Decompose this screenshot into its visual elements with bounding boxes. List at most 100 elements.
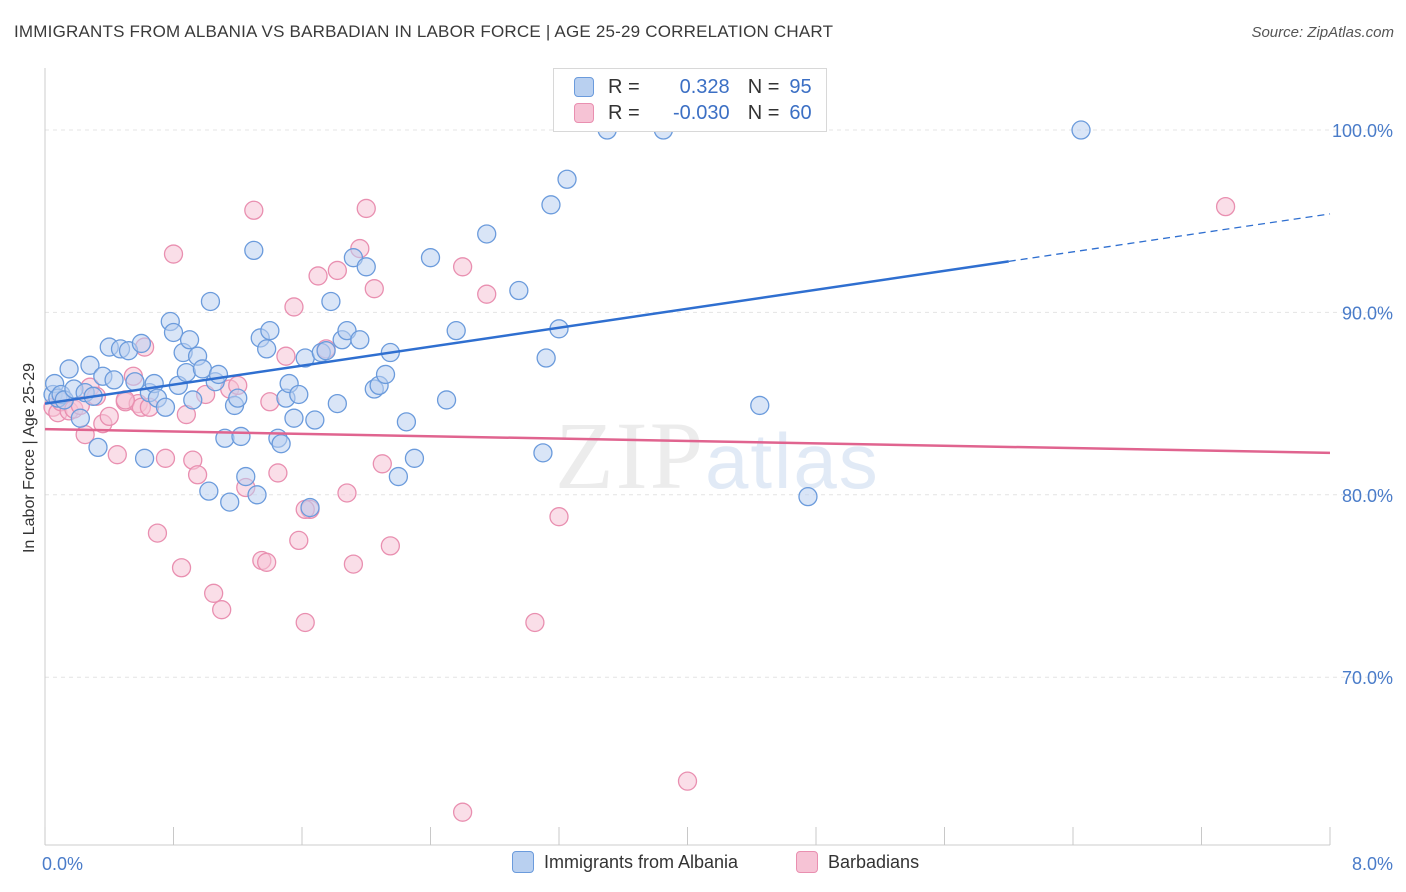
bottom-legend: Immigrants from Albania Barbadians bbox=[0, 851, 1406, 879]
chart-title: IMMIGRANTS FROM ALBANIA VS BARBADIAN IN … bbox=[14, 22, 834, 41]
legend-item-albania[interactable]: Immigrants from Albania bbox=[512, 851, 738, 873]
data-point bbox=[1071, 120, 1091, 140]
data-point bbox=[236, 466, 256, 487]
n-label: N = bbox=[747, 101, 780, 124]
albania-swatch bbox=[574, 77, 594, 97]
barbadians-swatch bbox=[574, 103, 594, 123]
data-point bbox=[257, 552, 277, 572]
barbadians-trend-line bbox=[44, 427, 1331, 455]
data-point bbox=[364, 279, 384, 299]
data-point bbox=[677, 771, 698, 791]
y-tick-label: 90.0% bbox=[1342, 303, 1393, 323]
data-point bbox=[220, 492, 240, 512]
r-label: R = bbox=[608, 101, 640, 124]
data-point bbox=[260, 320, 280, 341]
data-point bbox=[260, 392, 280, 412]
axes bbox=[44, 68, 1331, 846]
data-point bbox=[327, 260, 347, 281]
data-point bbox=[276, 346, 296, 366]
data-point bbox=[321, 291, 341, 312]
data-point bbox=[163, 322, 184, 343]
data-point bbox=[337, 483, 357, 503]
y-tick-label: 100.0% bbox=[1332, 121, 1393, 141]
data-point bbox=[257, 339, 277, 359]
data-point bbox=[200, 291, 221, 312]
data-point bbox=[163, 244, 184, 264]
data-point bbox=[436, 390, 457, 410]
data-point bbox=[380, 536, 400, 556]
legend-label-albania: Immigrants from Albania bbox=[544, 851, 739, 872]
data-point bbox=[549, 507, 569, 527]
r-value-albania: 0.328 bbox=[679, 75, 730, 98]
n-value-albania: 95 bbox=[789, 75, 812, 98]
watermark-zip: ZIP bbox=[555, 402, 705, 509]
legend-item-barbadians[interactable]: Barbadians bbox=[796, 851, 919, 873]
data-point bbox=[316, 341, 336, 361]
n-value-barbadians: 60 bbox=[789, 101, 812, 124]
data-point bbox=[131, 333, 152, 354]
data-point bbox=[404, 448, 425, 468]
data-point bbox=[204, 583, 224, 603]
data-point bbox=[208, 364, 229, 385]
legend-row-albania: R = 0.328 N = 95 bbox=[574, 74, 812, 100]
barbadians-points bbox=[43, 196, 1236, 822]
x-tick-label: 0.0% bbox=[42, 854, 83, 874]
data-point bbox=[372, 454, 392, 474]
data-point bbox=[396, 412, 417, 432]
data-point bbox=[305, 410, 325, 430]
albania-swatch bbox=[512, 851, 534, 873]
data-point bbox=[343, 554, 364, 574]
data-point bbox=[289, 530, 309, 551]
data-point bbox=[183, 390, 203, 410]
data-point bbox=[536, 348, 556, 368]
tick-labels: 70.0% 80.0% 90.0% 100.0% 0.0% 8.0% bbox=[42, 121, 1393, 874]
data-point bbox=[350, 330, 370, 350]
data-point bbox=[88, 437, 108, 458]
y-axis-label: In Labor Force | Age 25-29 bbox=[21, 363, 38, 553]
data-point bbox=[134, 448, 155, 468]
data-point bbox=[212, 600, 232, 620]
data-point bbox=[533, 443, 553, 463]
data-point bbox=[289, 384, 309, 405]
data-point bbox=[420, 248, 441, 268]
data-point bbox=[147, 523, 168, 543]
data-point bbox=[1215, 196, 1236, 217]
data-point bbox=[356, 198, 376, 219]
data-point bbox=[247, 485, 267, 505]
data-point bbox=[452, 257, 473, 277]
data-point bbox=[155, 397, 176, 417]
data-point bbox=[295, 612, 315, 633]
data-point bbox=[179, 330, 200, 350]
data-point bbox=[300, 497, 320, 518]
source-note: Source: ZipAtlas.com bbox=[1251, 24, 1394, 41]
data-point bbox=[798, 486, 818, 507]
data-point bbox=[268, 463, 288, 483]
data-point bbox=[477, 284, 497, 304]
data-point bbox=[228, 388, 248, 408]
data-point bbox=[155, 448, 176, 468]
data-point bbox=[99, 406, 119, 427]
data-point bbox=[271, 434, 291, 454]
albania-trend-extension bbox=[1008, 213, 1331, 262]
data-point bbox=[104, 370, 124, 390]
albania-trend-line bbox=[44, 260, 1009, 405]
data-point bbox=[231, 426, 251, 447]
y-tick-label: 80.0% bbox=[1342, 486, 1393, 506]
data-point bbox=[59, 359, 79, 379]
r-value-barbadians: -0.030 bbox=[672, 101, 730, 124]
data-point bbox=[244, 200, 264, 220]
n-label: N = bbox=[747, 75, 780, 98]
data-point bbox=[388, 466, 409, 487]
data-point bbox=[244, 240, 264, 261]
watermark: ZIPatlas bbox=[555, 400, 880, 511]
barbadians-swatch bbox=[796, 851, 818, 873]
data-point bbox=[80, 355, 100, 375]
data-point bbox=[750, 395, 770, 416]
data-point bbox=[557, 169, 577, 189]
data-point bbox=[107, 445, 127, 465]
data-point bbox=[446, 320, 466, 341]
y-tick-label: 70.0% bbox=[1342, 668, 1393, 688]
data-point bbox=[187, 465, 208, 485]
r-label: R = bbox=[608, 75, 640, 98]
